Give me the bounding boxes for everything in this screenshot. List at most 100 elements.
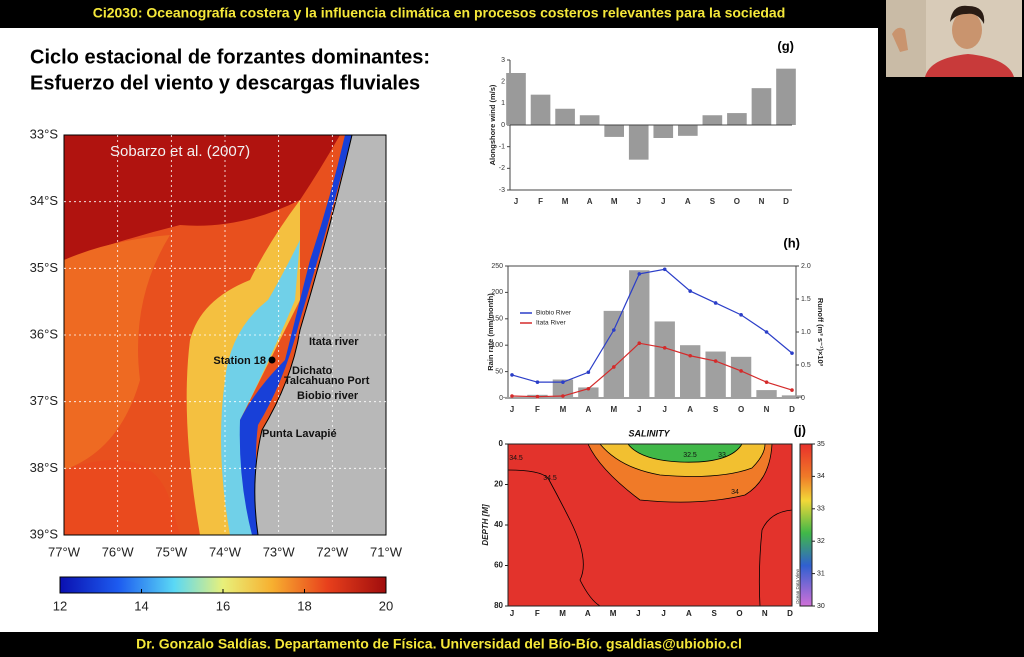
x-tick-label: J bbox=[514, 197, 518, 206]
place-label: Biobio river bbox=[297, 390, 359, 402]
lat-label: 37°S bbox=[30, 393, 59, 408]
legend-label: Itata River bbox=[536, 320, 566, 327]
series-point bbox=[790, 351, 794, 355]
y-axis-label: Rain rate (mm/month) bbox=[486, 293, 495, 371]
webcam bbox=[886, 0, 1022, 77]
colorbar-label: 14 bbox=[134, 598, 148, 613]
bar bbox=[776, 68, 796, 125]
y2-axis-label: Runoff (m³ s⁻¹)×10³ bbox=[816, 298, 825, 367]
y-tick-label: 0 bbox=[499, 395, 503, 402]
y-tick-label: 150 bbox=[491, 316, 503, 323]
colorbar-label: 30 bbox=[817, 603, 825, 610]
x-tick-label: M bbox=[560, 405, 567, 414]
series-point bbox=[612, 328, 616, 332]
series-point bbox=[561, 394, 565, 398]
y-tick-label: -1 bbox=[499, 144, 505, 151]
y-tick-label: 60 bbox=[494, 561, 503, 570]
x-tick-label: F bbox=[535, 609, 540, 618]
x-tick-label: M bbox=[610, 609, 617, 618]
x-tick-label: M bbox=[562, 197, 569, 206]
lon-label: 71°W bbox=[370, 544, 403, 559]
bar bbox=[506, 73, 526, 125]
bar bbox=[555, 108, 575, 125]
x-tick-label: N bbox=[762, 609, 768, 618]
y-tick-label: 0 bbox=[501, 122, 505, 129]
header-title: Ci2030: Oceanografía costera y la influe… bbox=[93, 5, 786, 21]
series-point bbox=[662, 346, 667, 350]
colorbar-label: 16 bbox=[216, 598, 230, 613]
lon-label: 74°W bbox=[209, 544, 242, 559]
x-tick-label: A bbox=[585, 405, 591, 414]
x-tick-label: N bbox=[759, 197, 765, 206]
series-point bbox=[510, 373, 514, 377]
series-point bbox=[535, 380, 540, 384]
field bbox=[627, 443, 743, 463]
x-tick-label: J bbox=[661, 609, 665, 618]
panel-label: (g) bbox=[777, 38, 794, 53]
y-tick-label: 40 bbox=[494, 520, 503, 529]
x-tick-label: S bbox=[713, 405, 719, 414]
slide-title: Esfuerzo del viento y descargas fluviale… bbox=[30, 72, 420, 94]
salinity-section bbox=[507, 443, 793, 607]
sst-map: 33°S 34°S 35°S 36°S 37°S 38°S 39°S 77°W 76°W 75°W… bbox=[30, 126, 403, 559]
series-point bbox=[688, 353, 692, 358]
series-point bbox=[535, 394, 540, 399]
panel-label: (h) bbox=[783, 235, 800, 250]
bar bbox=[705, 351, 726, 398]
series-point bbox=[739, 369, 743, 373]
lon-label: 72°W bbox=[316, 544, 349, 559]
y-tick-label: 1 bbox=[501, 100, 505, 107]
series-point bbox=[764, 380, 769, 384]
lat-label: 34°S bbox=[30, 193, 59, 208]
bar bbox=[702, 115, 723, 125]
bar bbox=[654, 321, 675, 398]
y2-tick-label: 2.0 bbox=[801, 263, 811, 270]
lat-label: 35°S bbox=[30, 260, 59, 275]
bar bbox=[579, 115, 600, 125]
y-tick-label: -2 bbox=[499, 165, 505, 172]
x-tick-label: A bbox=[686, 609, 692, 618]
slide-title: Ciclo estacional de forzantes dominantes… bbox=[30, 46, 430, 68]
y-axis-label: DEPTH [M] bbox=[481, 504, 490, 546]
citation: Sobarzo et al. (2007) bbox=[110, 143, 250, 160]
series-point bbox=[612, 365, 616, 369]
x-tick-label: J bbox=[636, 609, 640, 618]
series-point bbox=[764, 330, 769, 334]
series-point bbox=[561, 380, 565, 384]
series-point bbox=[586, 386, 591, 391]
contour-label: 34.5 bbox=[543, 475, 557, 482]
colorbar-label: 12 bbox=[53, 598, 67, 613]
y-tick-label: 20 bbox=[494, 480, 503, 489]
y2-tick-label: 1.0 bbox=[801, 329, 811, 336]
place-label: Talcahuano Port bbox=[284, 375, 370, 387]
bar bbox=[578, 387, 599, 398]
bar bbox=[603, 310, 624, 398]
colorbar bbox=[799, 443, 813, 607]
series-point bbox=[688, 289, 692, 293]
series-line bbox=[511, 268, 793, 383]
series-point bbox=[713, 301, 718, 305]
x-tick-label: M bbox=[610, 405, 617, 414]
x-tick-label: M bbox=[611, 197, 618, 206]
y-tick-label: 2 bbox=[501, 79, 505, 86]
bar bbox=[727, 113, 747, 125]
bar bbox=[552, 379, 574, 398]
colorbar-label: 33 bbox=[817, 506, 825, 513]
x-tick-label: A bbox=[585, 609, 591, 618]
x-tick-label: A bbox=[687, 405, 693, 414]
bar bbox=[781, 395, 803, 398]
lon-label: 76°W bbox=[102, 544, 135, 559]
y-tick-label: -3 bbox=[499, 187, 505, 194]
footer-bar bbox=[0, 632, 1024, 657]
y-tick-label: 3 bbox=[501, 57, 505, 64]
colorbar-label: 32 bbox=[817, 538, 825, 545]
lon-label: 75°W bbox=[155, 544, 188, 559]
place-label: Punta Lavapié bbox=[262, 428, 337, 440]
series-point bbox=[739, 313, 743, 317]
header-bar bbox=[0, 0, 878, 28]
bar bbox=[530, 94, 551, 125]
y2-tick-label: 0 bbox=[801, 395, 805, 402]
series-point bbox=[662, 267, 667, 272]
